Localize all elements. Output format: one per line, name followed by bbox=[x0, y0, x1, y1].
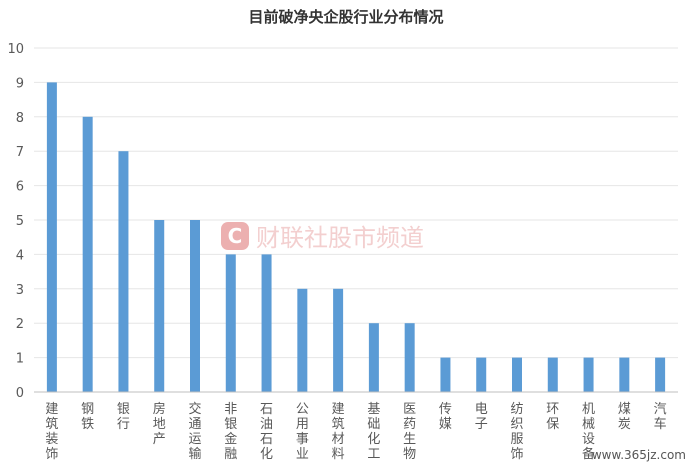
bar-4 bbox=[154, 220, 165, 392]
bar-5 bbox=[190, 220, 200, 392]
watermark-logo-letter: C bbox=[228, 224, 243, 248]
y-tick-label: 2 bbox=[16, 317, 24, 332]
x-tick-label: 房地产 bbox=[153, 401, 166, 447]
bars bbox=[46, 82, 666, 393]
bar-14 bbox=[512, 357, 522, 392]
watermark-text: 财联社股市频道 bbox=[256, 224, 424, 252]
bar-7 bbox=[261, 254, 272, 392]
bar-9 bbox=[333, 288, 344, 392]
x-tick-label: 环保 bbox=[546, 402, 559, 432]
y-tick-label: 8 bbox=[16, 111, 24, 126]
bar-13 bbox=[476, 357, 487, 392]
y-tick-label: 9 bbox=[16, 76, 24, 91]
y-tick-label: 5 bbox=[16, 214, 24, 229]
bar-11 bbox=[404, 323, 415, 392]
bar-12 bbox=[440, 357, 451, 392]
corner-watermark: www.365jz.com bbox=[592, 448, 686, 462]
watermark: C 财联社股市频道 bbox=[221, 222, 424, 252]
y-tick-label: 6 bbox=[16, 180, 24, 195]
y-tick-label: 4 bbox=[16, 248, 24, 263]
watermark-logo-icon bbox=[221, 222, 249, 250]
x-tick-label: 钢铁 bbox=[81, 402, 94, 432]
x-tick-label: 公用事业 bbox=[296, 402, 309, 462]
bar-3 bbox=[118, 151, 129, 392]
bar-10 bbox=[368, 323, 379, 392]
x-tick-label: 基础化工 bbox=[367, 402, 380, 462]
bar-15 bbox=[547, 357, 558, 392]
x-tick-label: 机械设备 bbox=[582, 402, 595, 462]
x-tick-label: 非银金融 bbox=[224, 402, 237, 462]
x-tick-label: 医药生物 bbox=[403, 402, 416, 462]
bar-16 bbox=[583, 357, 594, 392]
bar-6 bbox=[225, 254, 236, 392]
bar-8 bbox=[297, 288, 308, 392]
bar-1 bbox=[46, 82, 57, 393]
bar-18 bbox=[655, 357, 666, 392]
y-tick-label: 1 bbox=[16, 352, 24, 367]
x-tick-label: 纺织服饰 bbox=[510, 402, 523, 462]
x-tick-label: 建筑装饰 bbox=[45, 402, 58, 462]
bar-17 bbox=[619, 357, 630, 392]
y-axis-ticks: 0 1 2 3 4 5 6 7 8 9 10 bbox=[7, 42, 24, 401]
x-tick-label: 煤炭 bbox=[618, 402, 631, 432]
x-tick-label: 建筑材料 bbox=[332, 402, 345, 462]
x-tick-label: 电子 bbox=[475, 402, 488, 432]
x-tick-label: 传媒 bbox=[439, 402, 452, 432]
chart-title: 目前破净央企股行业分布情况 bbox=[248, 8, 443, 26]
y-tick-label: 3 bbox=[16, 283, 24, 298]
y-tick-label: 0 bbox=[16, 386, 24, 401]
x-tick-label: 石油石化 bbox=[260, 402, 273, 462]
x-tick-label: 银行 bbox=[117, 402, 130, 432]
grid-lines bbox=[34, 47, 678, 359]
x-tick-label: 汽车 bbox=[654, 402, 667, 432]
x-tick-label: 交通运输 bbox=[188, 401, 201, 462]
y-tick-label: 10 bbox=[7, 42, 24, 57]
y-tick-label: 7 bbox=[16, 145, 24, 160]
bar-2 bbox=[82, 116, 93, 393]
